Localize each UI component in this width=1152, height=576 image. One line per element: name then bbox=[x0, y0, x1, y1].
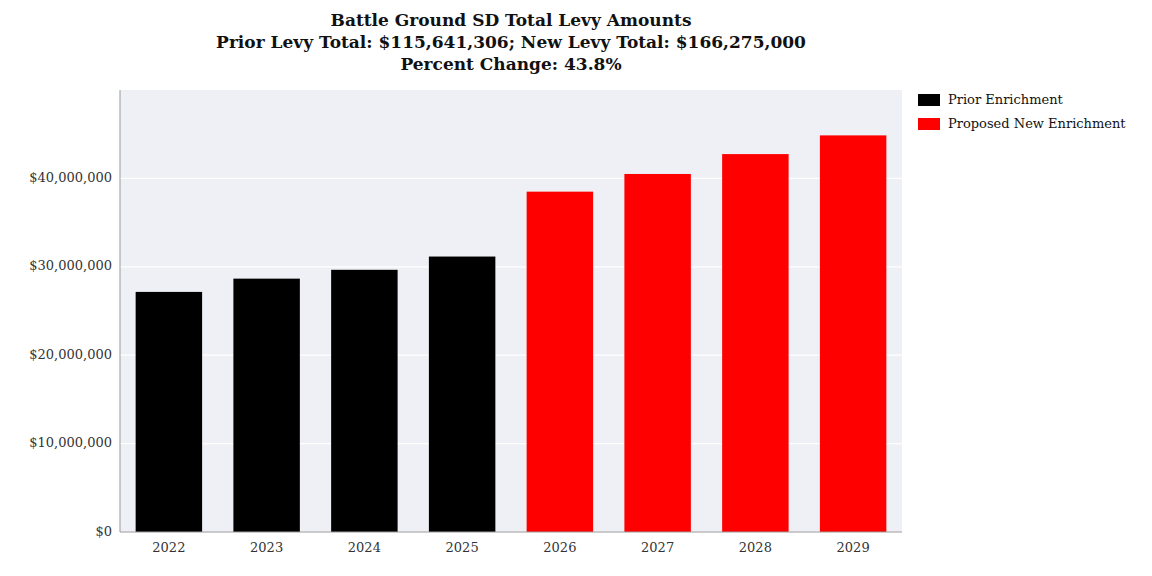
grid-line bbox=[120, 531, 902, 532]
plot-area bbox=[120, 90, 902, 532]
legend-swatch bbox=[918, 118, 940, 130]
y-tick-label: $20,000,000 bbox=[29, 347, 112, 362]
legend-swatch bbox=[918, 94, 940, 106]
y-tick-label: $40,000,000 bbox=[29, 170, 112, 185]
legend-label: Proposed New Enrichment bbox=[948, 116, 1126, 131]
bar bbox=[331, 270, 397, 532]
bar bbox=[527, 192, 593, 532]
legend: Prior Enrichment Proposed New Enrichment bbox=[918, 92, 1126, 131]
bar bbox=[429, 257, 495, 532]
bar bbox=[722, 154, 788, 532]
chart-container: Battle Ground SD Total Levy AmountsPrior… bbox=[0, 0, 1152, 576]
x-tick-label: 2024 bbox=[348, 540, 381, 555]
x-tick-label: 2027 bbox=[641, 540, 674, 555]
legend-label: Prior Enrichment bbox=[948, 92, 1064, 107]
bar bbox=[820, 135, 886, 532]
y-tick-label: $30,000,000 bbox=[29, 258, 112, 273]
y-tick-label: $10,000,000 bbox=[29, 435, 112, 450]
title-line: Prior Levy Total: $115,641,306; New Levy… bbox=[216, 32, 806, 52]
x-tick-label: 2022 bbox=[152, 540, 185, 555]
x-tick-label: 2025 bbox=[446, 540, 479, 555]
y-tick-label: $0 bbox=[95, 524, 112, 539]
bar bbox=[624, 174, 690, 532]
bar bbox=[233, 279, 299, 532]
chart-title: Battle Ground SD Total Levy AmountsPrior… bbox=[216, 10, 806, 74]
chart-svg: Battle Ground SD Total Levy AmountsPrior… bbox=[0, 0, 1152, 576]
y-axis-line bbox=[120, 90, 121, 532]
bars bbox=[136, 135, 887, 532]
x-tick-label: 2026 bbox=[543, 540, 576, 555]
x-axis-line bbox=[120, 532, 902, 533]
x-tick-label: 2029 bbox=[837, 540, 870, 555]
title-line: Percent Change: 43.8% bbox=[400, 54, 621, 74]
bar bbox=[136, 292, 202, 532]
title-line: Battle Ground SD Total Levy Amounts bbox=[331, 10, 692, 30]
plot-background bbox=[120, 90, 902, 532]
x-tick-label: 2023 bbox=[250, 540, 283, 555]
x-tick-label: 2028 bbox=[739, 540, 772, 555]
